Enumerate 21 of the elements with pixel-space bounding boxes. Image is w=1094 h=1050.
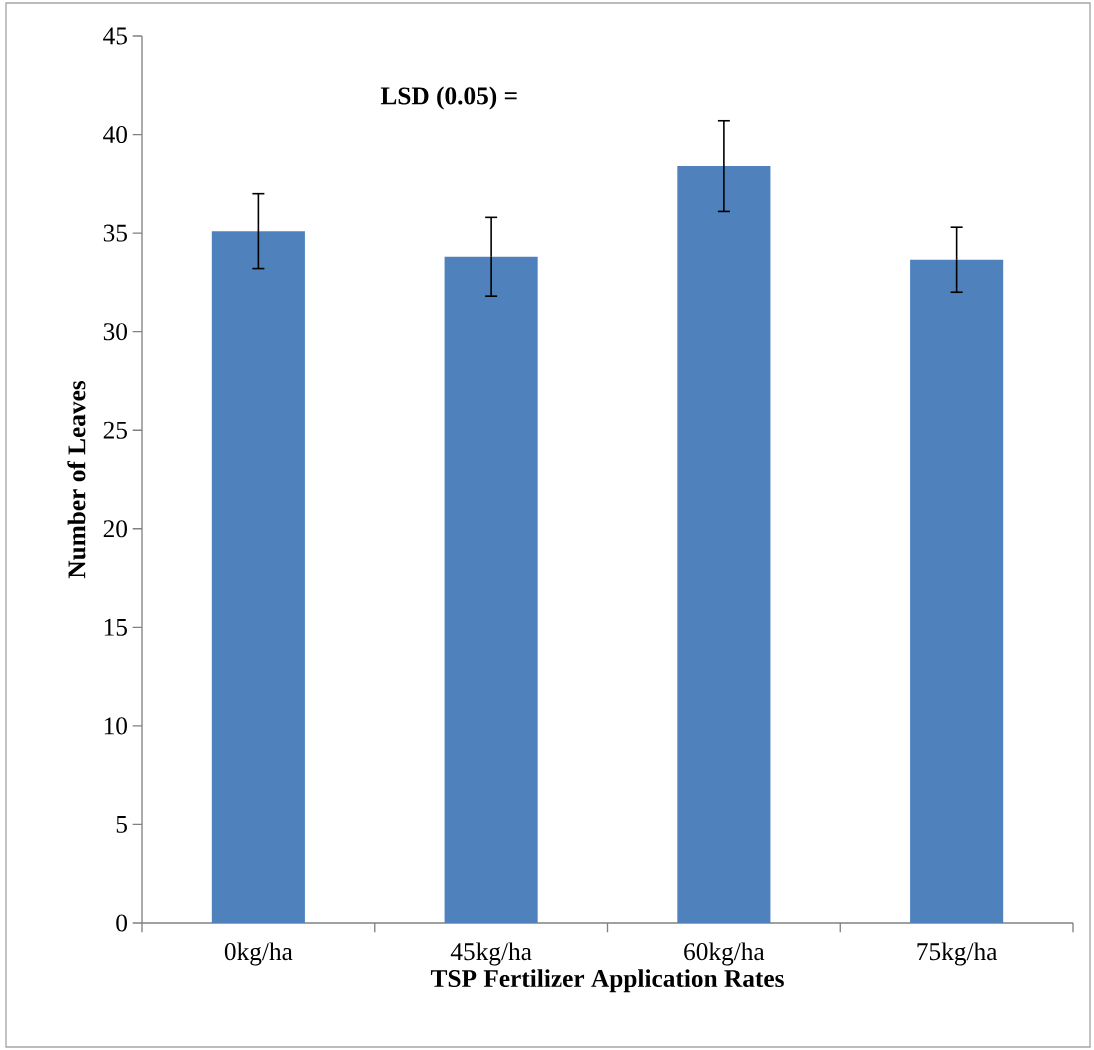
x-tick-label: 75kg/ha — [917, 942, 998, 966]
bar — [444, 256, 538, 923]
y-axis-title: Number of Leaves — [67, 380, 86, 579]
bar — [677, 166, 771, 923]
bar — [211, 231, 305, 923]
y-tick-label: 20 — [103, 520, 127, 538]
y-tick-label: 35 — [103, 224, 127, 242]
bar — [910, 259, 1004, 923]
annotation: LSD (0.05) = — [380, 86, 517, 110]
y-tick-label: 10 — [104, 717, 127, 735]
y-tick-label: 30 — [103, 323, 127, 341]
y-tick-label: 45 — [103, 27, 127, 45]
y-tick-label: 40 — [103, 126, 127, 144]
y-tick-label: 25 — [103, 421, 127, 439]
y-tick-label: 15 — [104, 618, 127, 636]
x-tick-label: 60kg/ha — [684, 942, 765, 966]
x-tick-label: 45kg/ha — [450, 942, 532, 966]
y-tick-label: 5 — [116, 816, 127, 833]
x-axis-title: TSP Fertilizer Application Rates — [430, 969, 784, 993]
y-tick-label: 0 — [116, 914, 127, 932]
x-tick-label: 0kg/ha — [224, 942, 293, 966]
